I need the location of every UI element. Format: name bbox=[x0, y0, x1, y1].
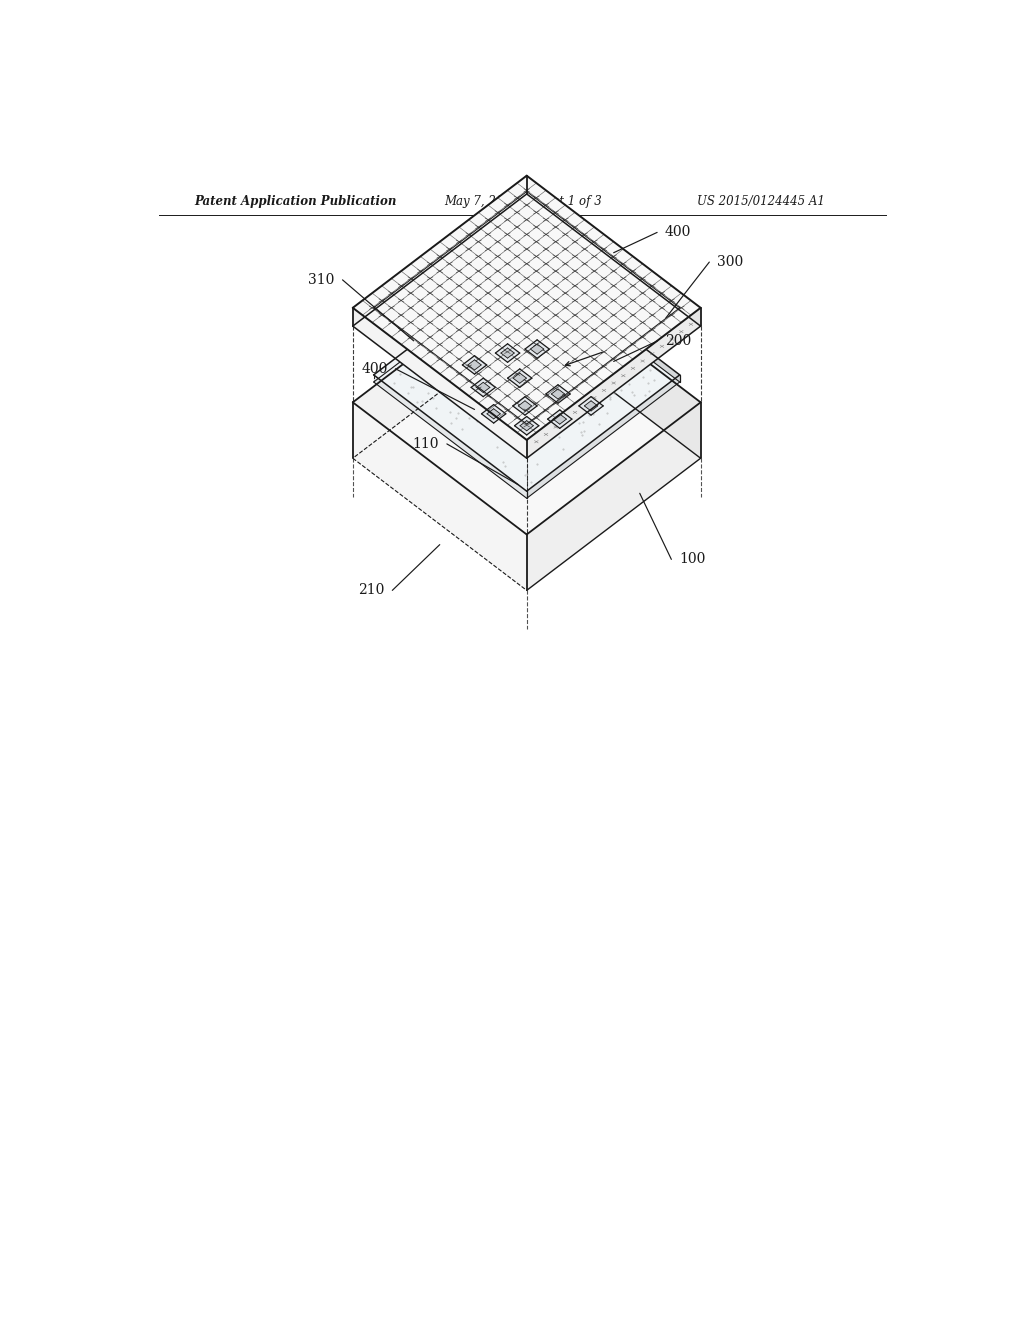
Polygon shape bbox=[547, 409, 572, 429]
Polygon shape bbox=[500, 348, 514, 358]
Polygon shape bbox=[518, 401, 531, 411]
Text: Patent Application Publication: Patent Application Publication bbox=[195, 194, 396, 207]
Text: 200: 200 bbox=[664, 334, 691, 348]
Polygon shape bbox=[514, 417, 538, 436]
Polygon shape bbox=[353, 403, 526, 590]
Text: US 2015/0124445 A1: US 2015/0124445 A1 bbox=[696, 194, 823, 207]
Polygon shape bbox=[551, 389, 565, 399]
Polygon shape bbox=[468, 360, 481, 370]
Polygon shape bbox=[495, 343, 520, 362]
Text: 300: 300 bbox=[716, 255, 743, 269]
Text: May 7, 2015   Sheet 1 of 3: May 7, 2015 Sheet 1 of 3 bbox=[443, 194, 601, 207]
Text: 210: 210 bbox=[358, 583, 384, 598]
Text: 400: 400 bbox=[664, 226, 691, 239]
Polygon shape bbox=[526, 259, 679, 381]
Polygon shape bbox=[353, 176, 700, 440]
Polygon shape bbox=[513, 374, 526, 383]
Polygon shape bbox=[526, 308, 700, 458]
Polygon shape bbox=[373, 259, 679, 491]
Polygon shape bbox=[353, 271, 700, 535]
Text: 100: 100 bbox=[679, 552, 705, 566]
Polygon shape bbox=[525, 339, 549, 358]
Text: FIG. 1: FIG. 1 bbox=[475, 252, 570, 279]
Text: 110: 110 bbox=[412, 437, 438, 451]
Polygon shape bbox=[530, 345, 543, 354]
Polygon shape bbox=[520, 421, 533, 430]
Polygon shape bbox=[471, 378, 495, 396]
Polygon shape bbox=[353, 308, 526, 458]
Polygon shape bbox=[373, 375, 526, 498]
Polygon shape bbox=[552, 414, 566, 424]
Polygon shape bbox=[353, 176, 526, 326]
Polygon shape bbox=[486, 409, 500, 418]
Text: 310: 310 bbox=[308, 273, 334, 286]
Polygon shape bbox=[526, 375, 679, 498]
Polygon shape bbox=[353, 271, 526, 458]
Polygon shape bbox=[584, 401, 597, 411]
Polygon shape bbox=[545, 384, 570, 403]
Polygon shape bbox=[513, 396, 537, 416]
Polygon shape bbox=[526, 403, 700, 590]
Polygon shape bbox=[507, 368, 531, 387]
Polygon shape bbox=[476, 383, 489, 392]
Polygon shape bbox=[526, 176, 700, 326]
Polygon shape bbox=[481, 404, 505, 424]
Polygon shape bbox=[579, 396, 602, 416]
Polygon shape bbox=[462, 355, 486, 374]
Text: 400: 400 bbox=[361, 362, 387, 376]
Polygon shape bbox=[526, 271, 700, 458]
